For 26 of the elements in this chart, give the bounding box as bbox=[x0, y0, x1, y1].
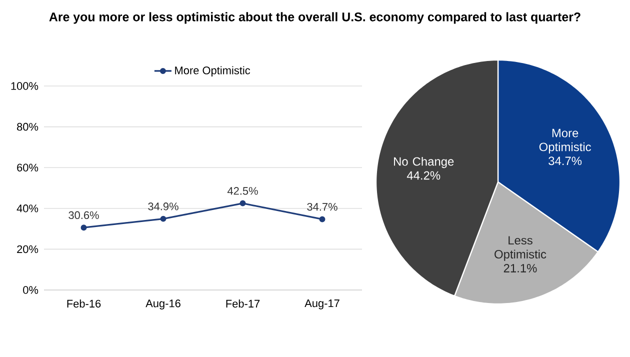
data-label: 34.9% bbox=[148, 202, 178, 210]
data-label: 30.6% bbox=[68, 211, 99, 220]
slice-label: More Optimistic bbox=[539, 128, 591, 154]
data-label: 42.5% bbox=[227, 187, 258, 195]
x-tick-label: Aug-17 bbox=[304, 300, 340, 310]
y-tick-label: 60% bbox=[17, 164, 38, 172]
data-label: 34.7% bbox=[548, 156, 582, 166]
chart-title: Are you more or less optimistic about the overall U.S. economy compared to last quarter? bbox=[49, 12, 580, 24]
point bbox=[160, 216, 166, 222]
slice-label: No Change bbox=[394, 156, 454, 168]
point bbox=[80, 224, 87, 231]
data-label: 21.1% bbox=[504, 264, 537, 272]
data-label: 34.7% bbox=[307, 202, 338, 211]
y-tick-label: 80% bbox=[17, 122, 38, 131]
x-tick-label: Feb-17 bbox=[226, 300, 260, 308]
x-tick-label: Feb-16 bbox=[67, 300, 101, 308]
y-tick-label: 40% bbox=[16, 204, 38, 212]
y-tick-label: 0% bbox=[23, 286, 38, 294]
slice-label: Less Optimistic bbox=[494, 236, 546, 261]
y-tick-label: 20% bbox=[17, 245, 38, 254]
point bbox=[319, 216, 326, 222]
legend-label: More Optimistic bbox=[175, 66, 250, 76]
data-label: 44.2% bbox=[406, 171, 440, 180]
x-tick-label: Aug-16 bbox=[146, 300, 180, 310]
point bbox=[240, 200, 246, 206]
y-tick-label: 100% bbox=[11, 82, 38, 90]
